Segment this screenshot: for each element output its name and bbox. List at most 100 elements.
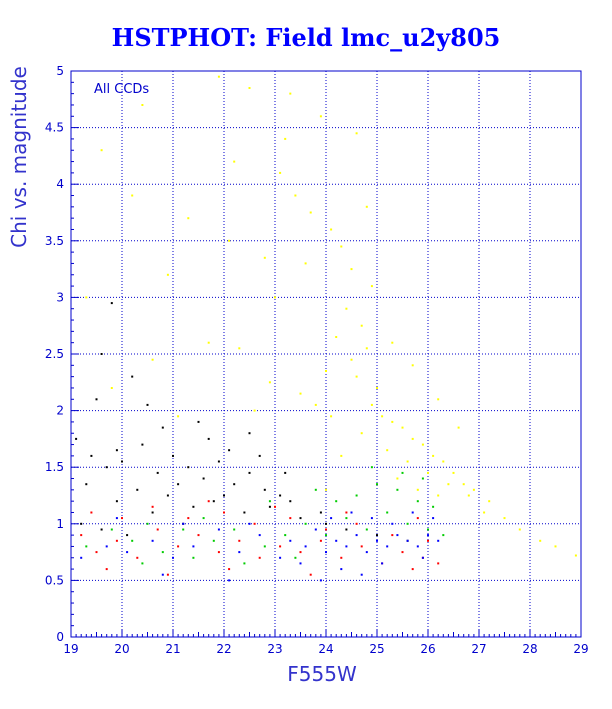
data-point xyxy=(177,483,180,486)
data-point xyxy=(442,460,445,463)
data-point xyxy=(126,534,129,537)
data-points xyxy=(75,75,577,582)
data-point xyxy=(100,149,103,152)
data-point xyxy=(427,539,429,542)
data-point xyxy=(340,556,343,559)
data-point xyxy=(166,273,169,276)
data-point xyxy=(151,511,154,514)
data-point xyxy=(401,471,404,474)
data-point xyxy=(319,115,322,118)
data-point xyxy=(268,505,271,508)
data-point xyxy=(574,554,577,557)
data-point xyxy=(365,205,368,208)
data-point xyxy=(401,426,404,429)
data-point xyxy=(355,534,358,537)
data-point xyxy=(156,471,159,474)
x-axis-label: F555W xyxy=(287,662,357,686)
data-point xyxy=(136,556,139,559)
data-point xyxy=(207,437,210,440)
data-point xyxy=(335,539,338,542)
data-point xyxy=(182,522,185,525)
data-point xyxy=(90,454,93,457)
data-point xyxy=(228,239,231,242)
x-tick-label: 26 xyxy=(420,642,435,656)
data-point xyxy=(110,528,113,531)
data-point xyxy=(330,415,333,418)
data-point xyxy=(243,511,246,514)
data-point xyxy=(472,488,475,491)
data-point xyxy=(462,483,465,486)
data-point xyxy=(381,415,384,418)
data-point xyxy=(228,579,231,582)
y-tick-label: 2.5 xyxy=(45,347,64,361)
y-tick-label: 1 xyxy=(56,517,64,531)
data-point xyxy=(427,534,429,537)
data-point xyxy=(146,522,149,525)
data-point xyxy=(182,528,185,531)
data-point xyxy=(345,528,348,531)
data-point xyxy=(279,171,282,174)
data-point xyxy=(432,454,435,457)
data-point xyxy=(391,341,394,344)
data-point xyxy=(345,511,348,514)
data-point xyxy=(376,539,378,542)
data-point xyxy=(105,466,108,469)
data-point xyxy=(187,517,190,520)
data-point xyxy=(386,511,389,514)
data-point xyxy=(233,160,236,163)
data-point xyxy=(253,522,256,525)
data-point xyxy=(432,517,435,520)
data-point xyxy=(416,500,419,503)
data-point xyxy=(248,432,251,435)
data-point xyxy=(539,539,542,542)
data-point xyxy=(131,539,134,542)
data-point xyxy=(432,505,435,508)
data-point xyxy=(370,517,373,520)
data-point xyxy=(314,403,317,406)
data-point xyxy=(304,545,307,548)
series-2-points xyxy=(80,500,440,576)
data-point xyxy=(263,488,266,491)
data-point xyxy=(248,87,251,89)
data-point xyxy=(192,545,195,548)
data-point xyxy=(391,420,394,423)
data-point xyxy=(141,443,144,446)
data-point xyxy=(141,104,144,106)
data-point xyxy=(325,370,327,372)
data-point xyxy=(146,403,149,406)
data-point xyxy=(325,534,327,537)
data-point xyxy=(90,511,93,514)
data-point xyxy=(452,471,455,474)
data-point xyxy=(391,534,394,537)
data-point xyxy=(75,437,78,440)
data-point xyxy=(151,539,154,542)
data-point xyxy=(207,500,210,503)
data-point xyxy=(131,194,134,197)
data-point xyxy=(360,432,363,435)
data-point xyxy=(304,522,307,525)
data-point xyxy=(518,528,521,531)
data-point xyxy=(233,483,236,486)
data-point xyxy=(335,500,338,503)
data-point xyxy=(330,228,333,231)
data-point xyxy=(325,551,327,554)
data-point xyxy=(437,539,440,542)
x-tick-label: 29 xyxy=(573,642,588,656)
data-point xyxy=(228,568,231,571)
data-point xyxy=(105,568,108,571)
data-point xyxy=(279,494,282,497)
data-point xyxy=(381,562,384,565)
data-point xyxy=(396,534,399,537)
data-point xyxy=(335,336,338,338)
data-point xyxy=(314,488,317,491)
grid-lines xyxy=(71,71,581,637)
data-point xyxy=(212,539,215,542)
data-point xyxy=(238,551,241,554)
data-point xyxy=(340,454,343,457)
y-tick-label: 3.5 xyxy=(45,234,64,248)
data-point xyxy=(212,500,215,503)
data-point xyxy=(80,522,83,525)
data-point xyxy=(411,568,414,571)
data-point xyxy=(289,92,292,95)
data-point xyxy=(166,573,169,576)
